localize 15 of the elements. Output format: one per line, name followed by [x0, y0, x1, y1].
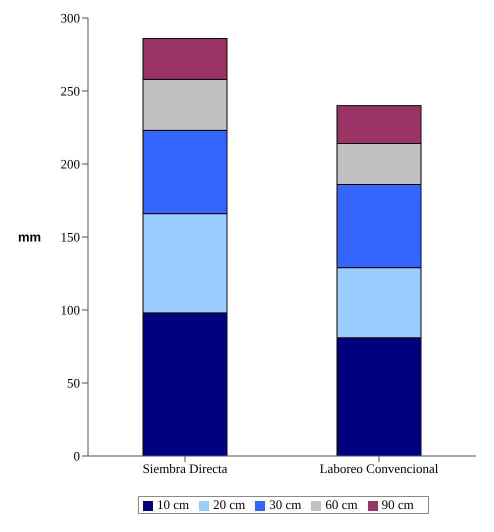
y-tick-label: 0: [74, 448, 80, 464]
y-tick-label: 150: [60, 230, 80, 245]
legend-label: 30 cm: [269, 497, 302, 512]
x-tick-label: Siembra Directa: [142, 461, 228, 476]
y-tick-label: 100: [60, 302, 80, 318]
x-tick-label: Laboreo Convencional: [320, 461, 439, 476]
y-axis-title: mm: [18, 230, 42, 245]
y-tick-label: 50: [67, 376, 80, 391]
legend-label: 10 cm: [157, 497, 190, 512]
y-tick-label: 300: [60, 10, 80, 26]
y-tick-label: 250: [60, 84, 80, 99]
legend-label: 20 cm: [213, 497, 246, 512]
legend-label: 60 cm: [325, 497, 358, 512]
y-tick-label: 200: [60, 156, 80, 172]
legend-label: 90 cm: [382, 497, 414, 512]
